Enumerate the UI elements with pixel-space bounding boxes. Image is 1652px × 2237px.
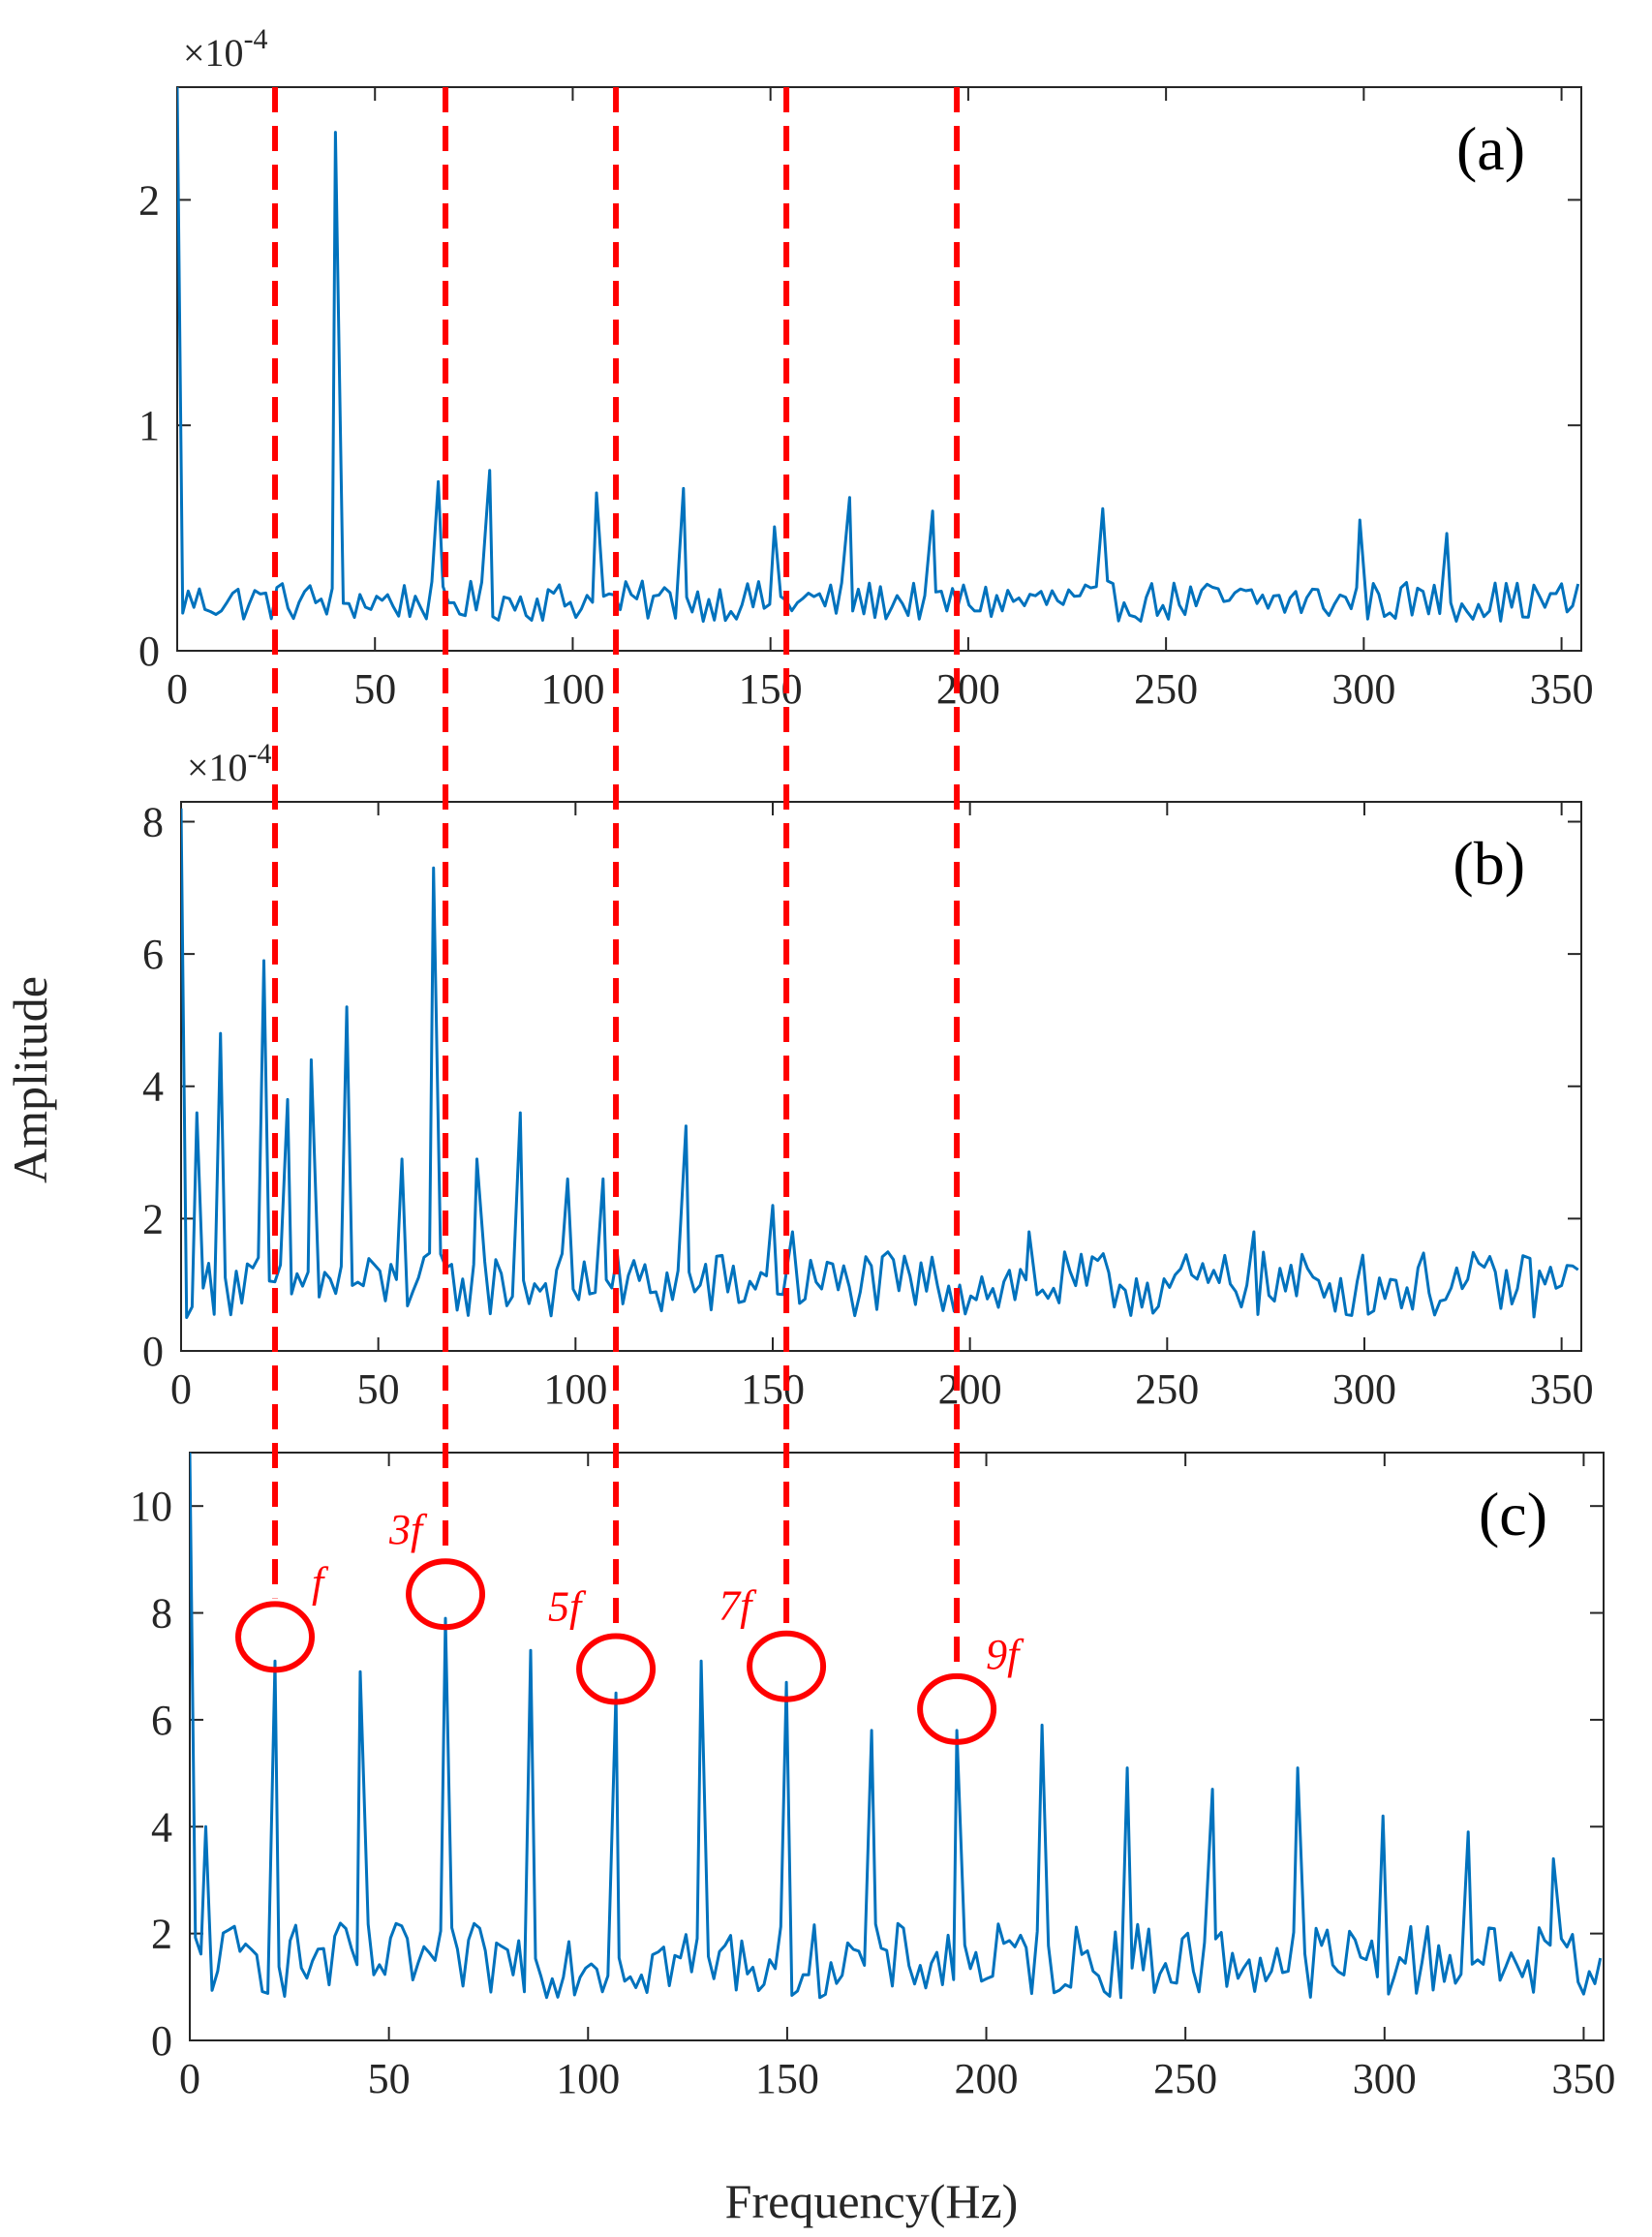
harmonic-label: f	[312, 1558, 329, 1606]
harmonic-label: 5f	[548, 1582, 587, 1630]
x-tick-label: 250	[1153, 2055, 1217, 2102]
x-tick-label: 200	[936, 665, 1000, 713]
exponent-label: ×10-4	[183, 23, 268, 75]
y-tick-label: 1	[138, 402, 160, 449]
x-tick-label: 100	[540, 665, 604, 713]
x-tick-label: 300	[1332, 1365, 1396, 1413]
harmonic-label: 7f	[719, 1582, 757, 1630]
x-tick-label: 250	[1134, 665, 1198, 713]
y-tick-label: 6	[142, 931, 164, 978]
axes-box	[189, 1452, 1605, 2041]
y-tick-label: 4	[151, 1803, 172, 1851]
harmonic-overlay: f 3f 5f 7f 9f	[235, 87, 1025, 1745]
y-tick-label: 4	[142, 1063, 164, 1111]
x-tick-label: 300	[1353, 2055, 1417, 2102]
y-tick-label: 0	[151, 2017, 172, 2065]
harmonic-label: 3f	[388, 1506, 428, 1553]
x-tick-label: 50	[357, 1365, 400, 1413]
harmonic-marker-circle	[917, 1672, 997, 1745]
x-tick-label: 100	[543, 1365, 607, 1413]
x-tick-label: 250	[1135, 1365, 1199, 1413]
panel-a: 0 50 100 150 200 250 300 350 0 1 2 ×10-4 (a)	[138, 23, 1594, 713]
harmonic-marker-circle	[406, 1558, 486, 1631]
y-tick-label: 6	[151, 1697, 172, 1744]
harmonic-marker-circle	[235, 1601, 316, 1673]
axes-box	[180, 801, 1582, 1352]
x-tick-label: 350	[1530, 1365, 1594, 1413]
axes-box	[176, 86, 1582, 652]
panel-label: (a)	[1456, 114, 1525, 183]
panel-c: 0 50 100 150 200 250 300 350 0 2 4 6 8 10 (c)	[130, 1452, 1615, 2102]
y-tick-label: 2	[142, 1195, 164, 1242]
y-tick-label: 0	[142, 1328, 164, 1375]
x-tick-label: 150	[739, 665, 803, 713]
y-tick-label: 8	[142, 798, 164, 845]
x-tick-label: 350	[1530, 665, 1594, 713]
x-tick-label: 200	[938, 1365, 1002, 1413]
x-tick-label: 150	[741, 1365, 805, 1413]
x-axis-label: Frequency(Hz)	[725, 2174, 1019, 2228]
x-tick-label: 300	[1331, 665, 1395, 713]
y-tick-label: 10	[130, 1483, 172, 1530]
y-tick-label: 0	[138, 628, 160, 675]
x-tick-label: 0	[170, 1365, 192, 1413]
series-line-c	[190, 1453, 1603, 2000]
exponent-label: ×10-4	[187, 738, 272, 789]
x-tick-label: 50	[353, 665, 396, 713]
panel-b: 0 50 100 150 200 250 300 350 0 2 4 6 8 ×10-4 (b)	[142, 738, 1594, 1413]
x-tick-label: 200	[955, 2055, 1019, 2102]
harmonic-marker-circle	[576, 1633, 657, 1705]
y-tick-label: 2	[138, 176, 160, 224]
y-tick-label: 8	[151, 1590, 172, 1638]
x-tick-label: 350	[1551, 2055, 1615, 2102]
series-line-a	[177, 87, 1580, 624]
panel-label: (b)	[1453, 829, 1525, 898]
y-tick-label: 2	[151, 1911, 172, 1958]
harmonic-marker-circle	[747, 1630, 827, 1702]
harmonic-label: 9f	[986, 1631, 1025, 1678]
x-tick-label: 0	[167, 665, 188, 713]
panel-label: (c)	[1479, 1480, 1547, 1548]
x-tick-label: 0	[179, 2055, 200, 2102]
x-tick-label: 50	[368, 2055, 411, 2102]
y-axis-label: Amplitude	[3, 976, 57, 1183]
x-tick-label: 100	[556, 2055, 620, 2102]
series-line-b	[181, 808, 1579, 1319]
x-tick-label: 150	[755, 2055, 819, 2102]
